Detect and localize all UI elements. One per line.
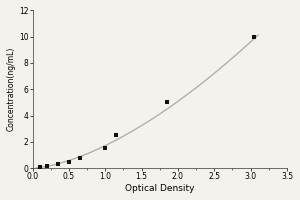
Point	[252, 35, 257, 38]
Point	[56, 163, 60, 166]
Point	[103, 147, 108, 150]
Point	[38, 166, 42, 169]
Y-axis label: Concentration(ng/mL): Concentration(ng/mL)	[7, 47, 16, 131]
X-axis label: Optical Density: Optical Density	[125, 184, 194, 193]
Point	[165, 101, 170, 104]
Point	[67, 160, 71, 163]
Point	[45, 165, 50, 168]
Point	[77, 156, 82, 159]
Point	[114, 134, 118, 137]
